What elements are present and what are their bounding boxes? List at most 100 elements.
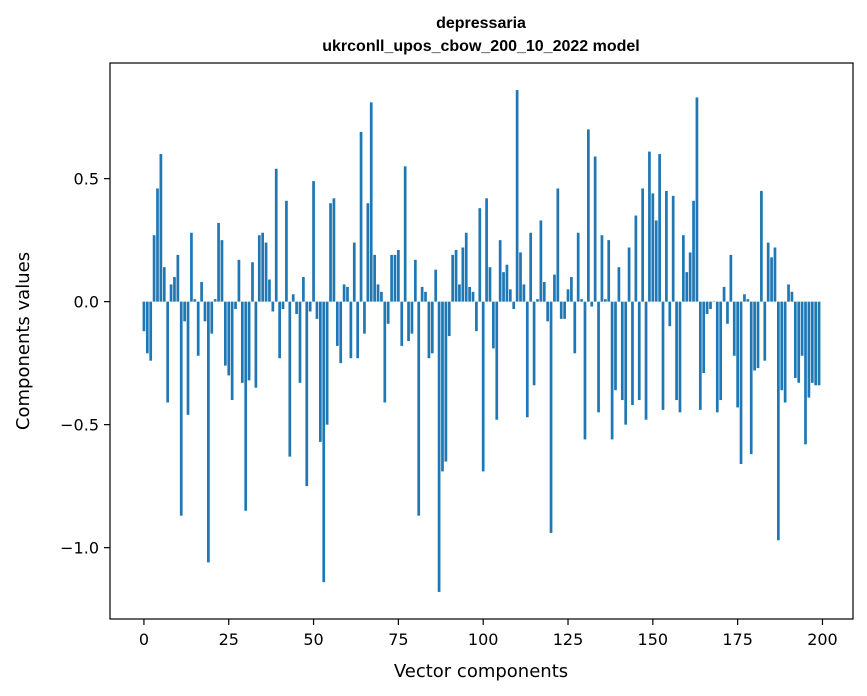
bar-6 [162, 267, 166, 302]
bar-65 [363, 301, 366, 334]
bar-88 [441, 301, 444, 472]
x-tick-label: 175 [722, 630, 753, 649]
bar-34 [257, 235, 261, 302]
bar-181 [756, 301, 760, 369]
bar-5 [159, 154, 163, 302]
y-ticks: 0.5 0.0 −0.5 −1.0 [60, 170, 110, 558]
bar-156 [671, 195, 675, 302]
bar-151 [654, 220, 658, 302]
bar-118 [542, 281, 546, 302]
bar-137 [607, 240, 611, 302]
bar-141 [620, 301, 624, 401]
bar-194 [800, 301, 804, 356]
bar-44 [291, 294, 295, 302]
y-tick-label: −1.0 [60, 539, 99, 558]
bar-198 [814, 301, 818, 386]
bar-103 [492, 301, 495, 349]
bar-81 [417, 301, 421, 516]
bar-191 [790, 291, 794, 302]
bar-76 [400, 301, 404, 346]
y-axis-label: Components values [13, 252, 34, 430]
bar-106 [502, 272, 505, 302]
bar-113 [525, 301, 529, 418]
bar-48 [305, 301, 309, 487]
bar-163 [695, 97, 699, 302]
bar-171 [722, 286, 726, 302]
bar-43 [288, 301, 292, 457]
bar-84 [427, 301, 431, 359]
bar-124 [563, 301, 566, 319]
bar-20 [210, 301, 214, 334]
bar-179 [749, 301, 753, 455]
bar-58 [339, 301, 343, 364]
bar-193 [797, 301, 801, 383]
bar-166 [705, 301, 709, 314]
bar-152 [658, 154, 661, 302]
bar-54 [325, 301, 329, 425]
bar-70 [380, 291, 383, 302]
bar-149 [648, 151, 651, 302]
bar-25 [227, 301, 231, 376]
bar-159 [682, 235, 685, 302]
bar-18 [203, 301, 207, 322]
x-tick-label: 25 [219, 630, 239, 649]
x-axis-label: Vector components [394, 661, 568, 682]
bar-114 [529, 232, 533, 302]
x-tick-label: 75 [388, 630, 408, 649]
bar-131 [587, 129, 590, 302]
bar-109 [512, 301, 516, 310]
bar-183 [763, 301, 767, 361]
bar-111 [519, 252, 522, 302]
bar-177 [743, 294, 746, 302]
bar-64 [359, 131, 363, 302]
bar-29 [240, 301, 244, 383]
bar-46 [298, 301, 302, 383]
bar-95 [464, 232, 468, 302]
bar-62 [352, 242, 356, 302]
bar-42 [285, 200, 288, 302]
bar-120 [549, 301, 553, 533]
x-tick-label: 100 [468, 630, 499, 649]
x-tick-label: 200 [807, 630, 838, 649]
bar-3 [152, 235, 156, 302]
bar-57 [335, 301, 339, 346]
bar-102 [488, 267, 492, 302]
bar-150 [651, 193, 655, 302]
bar-56 [332, 198, 336, 302]
bar-125 [566, 289, 570, 302]
bar-50 [312, 181, 315, 302]
bar-93 [458, 284, 461, 302]
bar-66 [366, 203, 370, 302]
bar-10 [176, 254, 180, 302]
bar-24 [223, 301, 227, 366]
bar-148 [644, 301, 648, 420]
bar-199 [817, 301, 821, 386]
bar-185 [770, 257, 773, 302]
bar-133 [593, 156, 597, 302]
bar-127 [573, 301, 577, 354]
bar-140 [617, 267, 621, 302]
bar-153 [661, 301, 665, 410]
bar-146 [637, 301, 641, 401]
bar-91 [451, 254, 455, 302]
bar-52 [318, 301, 322, 442]
bar-119 [546, 301, 550, 322]
bar-15 [193, 299, 197, 302]
bar-74 [393, 254, 397, 302]
bar-59 [342, 284, 346, 302]
bar-161 [688, 252, 692, 302]
bar-77 [403, 166, 407, 302]
bar-33 [254, 301, 258, 388]
bar-123 [559, 301, 563, 319]
bar-2 [149, 301, 153, 361]
bar-21 [213, 299, 217, 302]
bar-160 [685, 272, 689, 302]
bar-184 [766, 242, 770, 302]
bar-104 [495, 301, 499, 420]
bar-187 [777, 301, 780, 541]
bar-96 [468, 286, 471, 302]
bar-37 [268, 279, 271, 302]
bar-107 [505, 264, 509, 302]
x-ticks: 0 25 50 75 100 125 150 175 200 [139, 619, 838, 649]
bar-14 [190, 232, 193, 302]
